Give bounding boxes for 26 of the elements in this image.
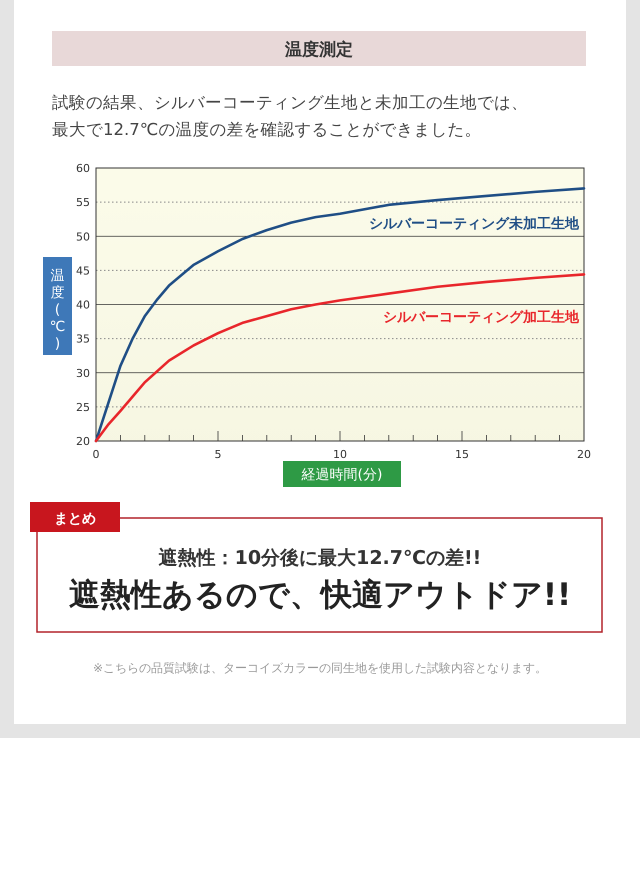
line-series [94, 187, 586, 442]
x-tick-label: 10 [333, 448, 347, 461]
y-tick-label: 60 [76, 162, 90, 175]
series-label: シルバーコーティング未加工生地 [369, 216, 580, 232]
text: ※こちらの品質試験は、ターコイズカラーの同生地を使用した試験内容となります。 [92, 661, 548, 675]
y-tick-label: 30 [76, 366, 90, 380]
chart-subtitle: 試験の結果、シルバーコーティング生地と未加工の生地では、最大で12.7℃の温度の差を確認することができました。 [52, 93, 528, 139]
y-tick-label: 25 [76, 400, 90, 414]
y-tick-label: 20 [76, 435, 90, 448]
x-axis-title: 経過時間(分) [300, 467, 382, 483]
x-tick-label: 0 [92, 448, 100, 461]
y-tick-label: 35 [76, 332, 90, 346]
x-tick-label: 15 [455, 448, 469, 461]
x-tick-label: 20 [577, 448, 591, 461]
y-tick-label: 55 [76, 196, 90, 210]
y-tick-label: 40 [76, 298, 90, 312]
y-axis-title: 温度(℃) [50, 268, 66, 352]
y-tick-label: 50 [76, 230, 90, 244]
line-series [94, 273, 586, 442]
text: 遮熱性あるので、快適アウトドア!! [68, 577, 572, 613]
text: 遮熱性：10分後に最大12.7℃の差!! [158, 547, 482, 569]
x-tick-label: 5 [214, 448, 222, 461]
series-label: シルバーコーティング加工生地 [383, 310, 580, 326]
chart-title: 温度測定 [284, 40, 353, 60]
y-tick-label: 45 [76, 264, 90, 278]
text: まとめ [54, 511, 96, 527]
